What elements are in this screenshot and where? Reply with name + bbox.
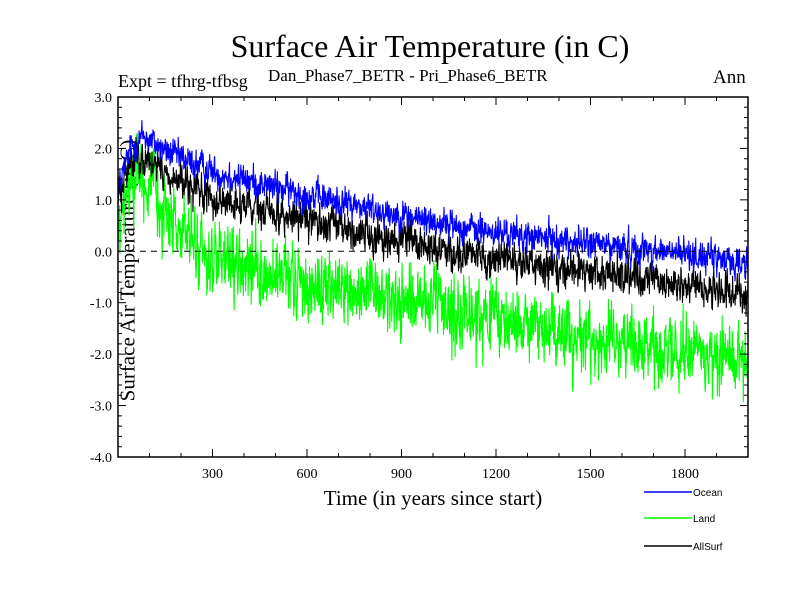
series-line-land: [117, 132, 749, 403]
chart-subtitle: Dan_Phase7_BETR - Pri_Phase6_BETR: [268, 66, 548, 85]
x-tick-label: 900: [391, 467, 412, 482]
legend: Ocean Land AllSurf: [644, 488, 723, 553]
x-tick-label: 1200: [482, 467, 510, 482]
y-tick-label: -2.0: [90, 348, 112, 363]
y-tick-label: 0.0: [95, 245, 113, 260]
chart-title: Surface Air Temperature (in C): [230, 28, 630, 64]
x-tick-label: 1500: [577, 467, 605, 482]
season-label: Ann: [713, 67, 746, 88]
y-tick-label: -1.0: [90, 297, 112, 312]
y-tick-label: 1.0: [95, 194, 113, 209]
y-tick-label: 3.0: [95, 91, 113, 106]
y-tick-label: -3.0: [90, 400, 112, 415]
series-layer: [117, 120, 749, 403]
x-tick-label: 600: [297, 467, 318, 482]
x-tick-label: 1800: [671, 467, 699, 482]
legend-label-land: Land: [693, 514, 715, 525]
legend-label-ocean: Ocean: [693, 488, 722, 499]
legend-label-allsurf: AllSurf: [693, 542, 723, 553]
y-tick-label: -4.0: [90, 451, 112, 466]
axis-ticks: 300 600 900 1200 1500 1800 3.0 2.0 1.0 0.0 -1.0 -2.…: [90, 91, 748, 482]
y-tick-label: 2.0: [95, 142, 113, 157]
series-line-ocean: [117, 120, 749, 282]
experiment-label: Expt = tfhrg-tfbsg: [118, 71, 248, 91]
x-tick-label: 300: [202, 467, 223, 482]
series-line-allsurf: [117, 136, 749, 317]
x-axis-label: Time (in years since start): [323, 486, 543, 510]
